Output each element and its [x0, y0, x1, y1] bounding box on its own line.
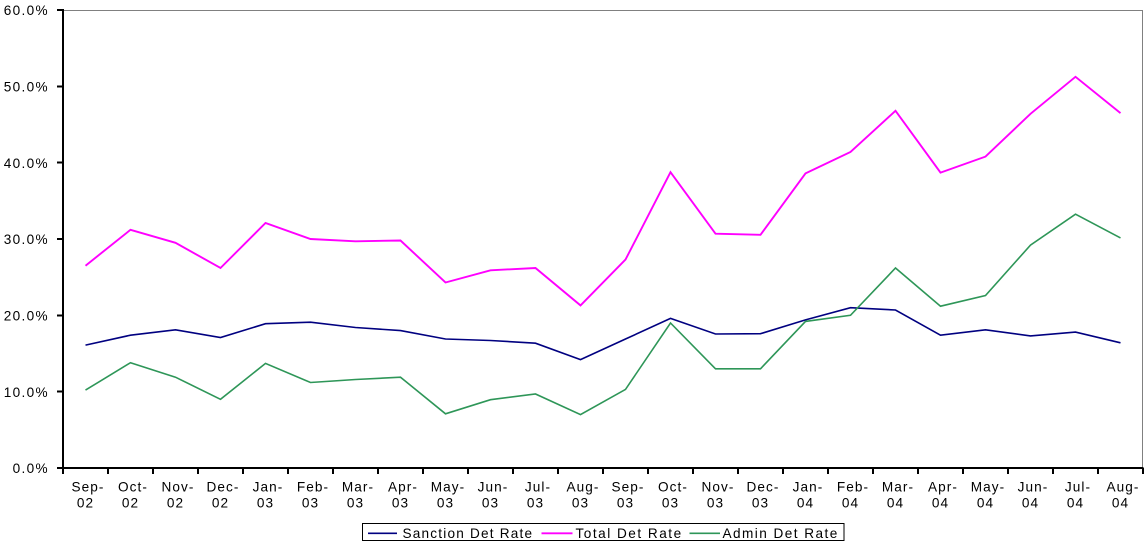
svg-text:03: 03	[572, 495, 589, 510]
svg-text:04: 04	[842, 495, 859, 510]
svg-text:Mar-: Mar-	[342, 480, 374, 495]
svg-text:Feb-: Feb-	[297, 480, 329, 495]
svg-text:Admin Det Rate: Admin Det Rate	[723, 526, 839, 541]
svg-text:Apr-: Apr-	[928, 480, 958, 495]
svg-text:Jan-: Jan-	[793, 480, 824, 495]
svg-text:20.0%: 20.0%	[4, 308, 49, 323]
svg-text:03: 03	[347, 495, 364, 510]
svg-text:40.0%: 40.0%	[4, 156, 49, 171]
svg-text:Jun-: Jun-	[478, 480, 509, 495]
svg-text:Sanction Det Rate: Sanction Det Rate	[403, 526, 534, 541]
svg-text:Oct-: Oct-	[118, 480, 148, 495]
svg-text:04: 04	[887, 495, 904, 510]
svg-text:Jul-: Jul-	[525, 480, 551, 495]
svg-text:Sep-: Sep-	[71, 480, 104, 495]
svg-text:10.0%: 10.0%	[4, 385, 49, 400]
svg-text:03: 03	[482, 495, 499, 510]
svg-text:Dec-: Dec-	[746, 480, 779, 495]
svg-text:Aug-: Aug-	[1106, 480, 1139, 495]
svg-text:Jun-: Jun-	[1018, 480, 1049, 495]
svg-text:03: 03	[662, 495, 679, 510]
svg-text:Dec-: Dec-	[206, 480, 239, 495]
svg-text:Jan-: Jan-	[253, 480, 284, 495]
svg-text:0.0%: 0.0%	[13, 461, 49, 476]
svg-text:03: 03	[527, 495, 544, 510]
svg-text:May-: May-	[971, 480, 1006, 495]
svg-text:Oct-: Oct-	[658, 480, 688, 495]
svg-text:Aug-: Aug-	[566, 480, 599, 495]
svg-text:03: 03	[392, 495, 409, 510]
svg-text:60.0%: 60.0%	[4, 3, 49, 18]
svg-text:03: 03	[752, 495, 769, 510]
svg-text:04: 04	[797, 495, 814, 510]
svg-text:03: 03	[257, 495, 274, 510]
svg-text:Nov-: Nov-	[701, 480, 734, 495]
svg-text:04: 04	[977, 495, 994, 510]
svg-text:02: 02	[212, 495, 229, 510]
svg-text:04: 04	[932, 495, 949, 510]
svg-text:Feb-: Feb-	[837, 480, 869, 495]
svg-text:30.0%: 30.0%	[4, 232, 49, 247]
svg-text:Jul-: Jul-	[1065, 480, 1091, 495]
svg-text:50.0%: 50.0%	[4, 79, 49, 94]
svg-text:Apr-: Apr-	[388, 480, 418, 495]
svg-text:03: 03	[617, 495, 634, 510]
svg-text:Total Det Rate: Total Det Rate	[576, 526, 683, 541]
svg-text:04: 04	[1067, 495, 1084, 510]
svg-text:Nov-: Nov-	[161, 480, 194, 495]
svg-text:04: 04	[1022, 495, 1039, 510]
svg-text:03: 03	[707, 495, 724, 510]
svg-text:04: 04	[1112, 495, 1129, 510]
svg-text:02: 02	[122, 495, 139, 510]
svg-text:03: 03	[437, 495, 454, 510]
svg-text:Sep-: Sep-	[611, 480, 644, 495]
svg-text:Mar-: Mar-	[882, 480, 914, 495]
svg-text:02: 02	[167, 495, 184, 510]
svg-text:May-: May-	[431, 480, 466, 495]
svg-text:02: 02	[77, 495, 94, 510]
svg-text:03: 03	[302, 495, 319, 510]
